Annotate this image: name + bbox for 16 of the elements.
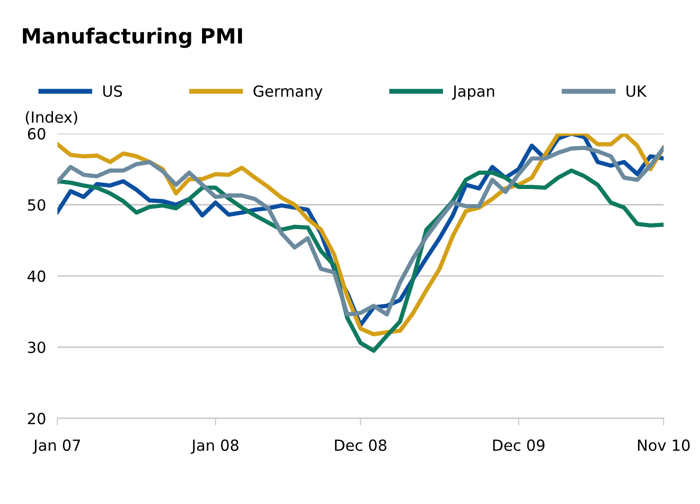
- x-tick-label: Jan 07: [32, 439, 80, 454]
- y-tick-label: 20: [28, 412, 46, 424]
- legend-label: Japan: [452, 86, 494, 100]
- chart-title: Manufacturing PMI: [22, 28, 242, 48]
- y-axis-title: (Index): [26, 111, 78, 125]
- y-tick-label: 60: [28, 128, 46, 140]
- x-tick-label: Dec 09: [493, 439, 544, 451]
- x-tick-label: Jan 08: [190, 439, 238, 454]
- legend-label: UK: [626, 86, 647, 97]
- legend-label: US: [103, 85, 122, 97]
- x-tick-label: Nov 10: [638, 439, 690, 451]
- x-tick-label: Dec 08: [335, 439, 386, 451]
- y-tick-label: 50: [28, 199, 46, 211]
- y-tick-label: 30: [28, 342, 46, 354]
- y-tick-label: 40: [28, 270, 46, 282]
- legend-label: Germany: [254, 85, 322, 100]
